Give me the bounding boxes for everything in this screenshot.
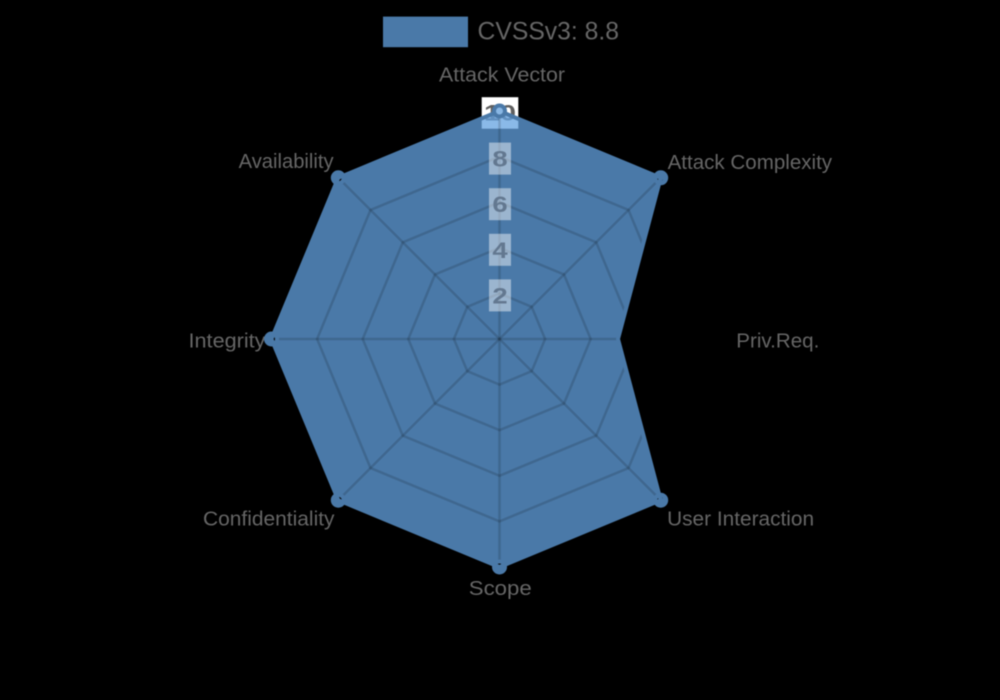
svg-text:Confidentiality: Confidentiality <box>203 509 335 531</box>
svg-text:Availability: Availability <box>239 151 334 173</box>
svg-text:Attack Complexity: Attack Complexity <box>668 152 833 174</box>
svg-text:Scope: Scope <box>469 578 532 600</box>
svg-text:Integrity: Integrity <box>189 330 266 352</box>
svg-text:8: 8 <box>492 147 507 172</box>
svg-text:Priv.Req.: Priv.Req. <box>736 330 819 352</box>
svg-text:CVSSv3: 8.8: CVSSv3: 8.8 <box>478 18 620 46</box>
svg-text:User Interaction: User Interaction <box>667 509 814 531</box>
svg-text:Attack Vector: Attack Vector <box>439 65 565 87</box>
svg-text:4: 4 <box>492 238 508 263</box>
svg-text:2: 2 <box>492 283 507 308</box>
svg-text:6: 6 <box>492 192 507 217</box>
